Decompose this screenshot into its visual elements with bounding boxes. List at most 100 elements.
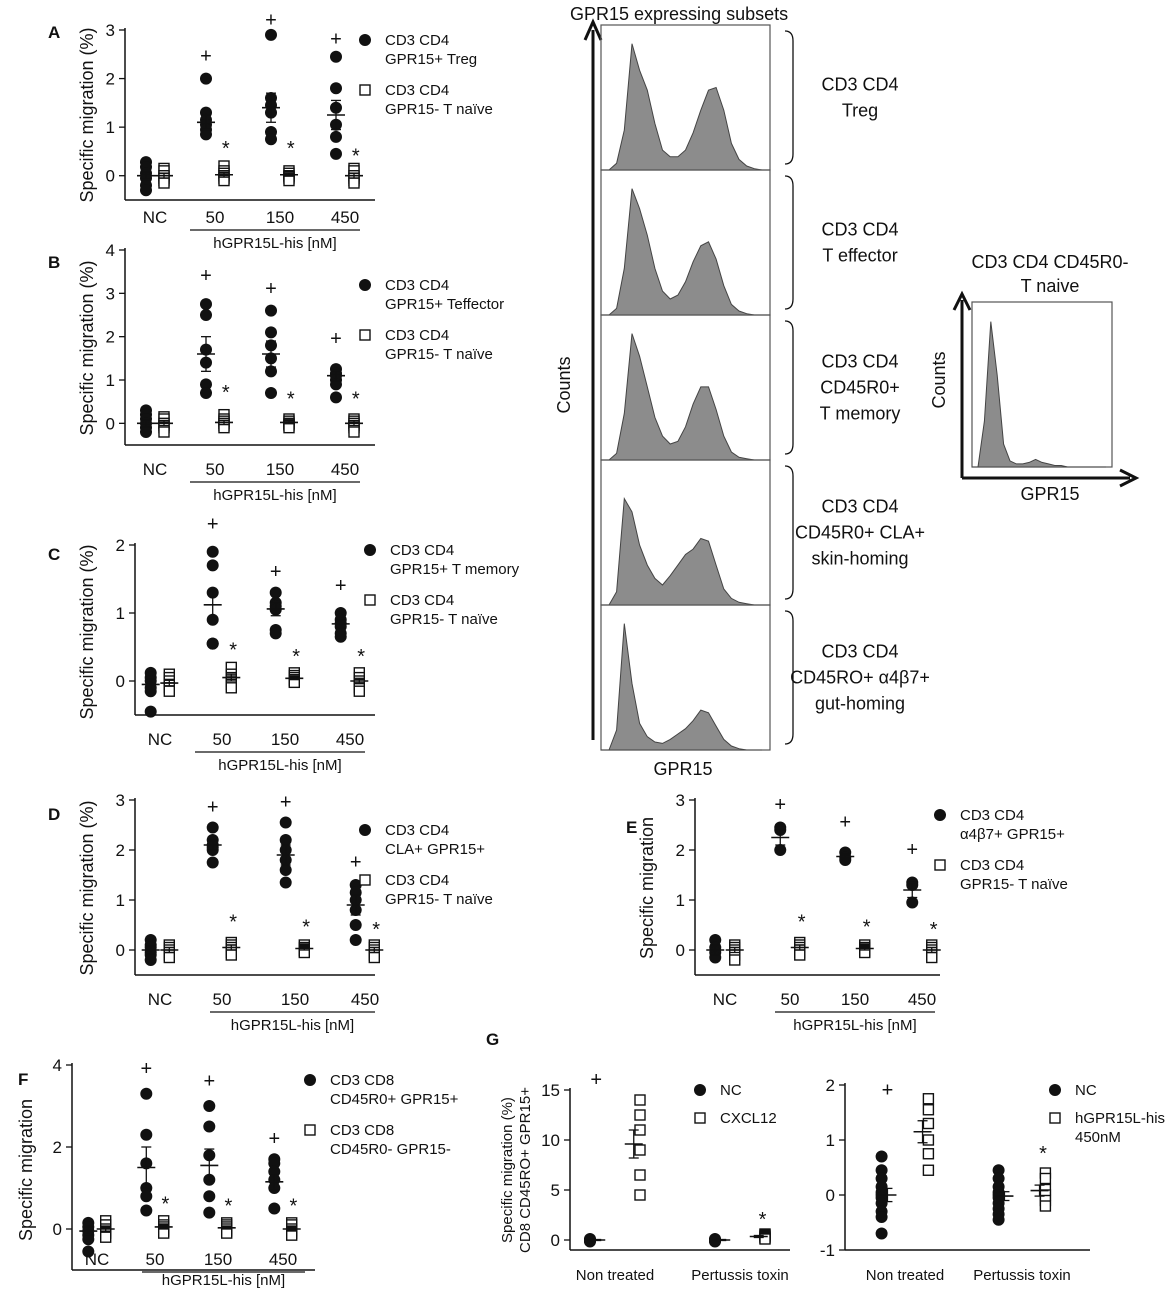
- data-point: [144, 954, 157, 966]
- x-tick-label: NC: [148, 990, 173, 1009]
- legend-label: GPR15- T naïve: [385, 346, 493, 363]
- x-tick-label: NC: [713, 990, 738, 1009]
- data-point: [265, 304, 277, 317]
- subset-label: CD45R0+ CLA+: [795, 523, 925, 543]
- data-point: [922, 1093, 935, 1105]
- data-point: [759, 1233, 771, 1245]
- data-point: [158, 426, 170, 438]
- legend-label: CD3 CD4: [385, 822, 449, 839]
- subset-label: CD45RO+ α4β7+: [790, 668, 930, 688]
- data-point: [992, 1164, 1005, 1177]
- x-tick-label: 50: [206, 460, 225, 479]
- x-tick-label: 450: [336, 730, 364, 749]
- data-point: [140, 1190, 153, 1203]
- y-tick-label: 1: [676, 891, 685, 910]
- legend-marker: [694, 1112, 706, 1124]
- histogram-title: CD3 CD4 CD45R0-: [971, 252, 1128, 272]
- legend-label: CD3 CD4: [385, 277, 449, 294]
- legend-label: CD3 CD4: [385, 32, 449, 49]
- y-tick-label: 0: [676, 941, 685, 960]
- legend-marker: [934, 809, 946, 821]
- histogram-area: [601, 333, 762, 461]
- legend-label: CD45R0- GPR15-: [330, 1141, 451, 1158]
- data-point: [279, 816, 292, 829]
- legend-label: CD3 CD8: [330, 1122, 394, 1139]
- significance-plus: +: [774, 794, 786, 816]
- significance-plus: +: [200, 46, 212, 68]
- data-point: [200, 387, 212, 399]
- y-tick-label: 2: [116, 841, 125, 860]
- y-axis-label: Specific migration (%): [77, 260, 97, 435]
- legend-label: GPR15- T naïve: [385, 891, 493, 908]
- significance-star: *: [930, 919, 938, 941]
- legend-marker: [304, 1124, 316, 1136]
- y-axis-label: CD8 CD45RO+ GPR15+: [517, 1087, 534, 1253]
- data-point: [875, 1150, 888, 1163]
- significance-star: *: [222, 138, 230, 160]
- significance-plus: +: [280, 792, 292, 814]
- legend-label: CLA+ GPR15+: [385, 841, 485, 858]
- y-axis-label: Specific migration (%): [77, 800, 97, 975]
- legend-marker: [359, 84, 371, 96]
- data-point: [225, 682, 238, 694]
- y-tick-label: 1: [106, 371, 115, 390]
- legend-label: CD3 CD4: [960, 807, 1024, 824]
- panel-label: A: [48, 23, 60, 42]
- legend-label: GPR15+ T memory: [390, 561, 520, 578]
- data-point: [265, 365, 277, 378]
- subset-bracket: [784, 30, 794, 165]
- x-tick-label: 50: [213, 990, 232, 1009]
- legend-label: 450nM: [1075, 1129, 1121, 1146]
- x-axis-label: hGPR15L-his [nM]: [793, 1017, 916, 1034]
- data-point: [926, 951, 938, 964]
- significance-plus: +: [330, 29, 342, 51]
- counts-axis-arrow: [952, 290, 972, 311]
- data-point: [922, 1104, 935, 1116]
- legend-label: GPR15- T naïve: [960, 876, 1068, 893]
- subset-label: CD3 CD4: [821, 497, 898, 517]
- counts-axis-arrow: [583, 18, 603, 41]
- data-point: [144, 685, 157, 698]
- y-tick-label: 0: [551, 1231, 560, 1250]
- legend-label: CD3 CD4: [385, 872, 449, 889]
- legend-label: NC: [1075, 1082, 1097, 1099]
- data-point: [99, 1231, 112, 1243]
- data-point: [992, 1172, 1005, 1185]
- y-tick-label: 3: [106, 21, 115, 40]
- significance-plus: +: [839, 812, 851, 834]
- data-point: [875, 1211, 888, 1223]
- significance-star: *: [290, 1195, 298, 1217]
- y-tick-label: 3: [676, 791, 685, 810]
- panel-label: E: [626, 818, 637, 837]
- y-tick-label: 0: [116, 941, 125, 960]
- significance-star: *: [759, 1209, 767, 1231]
- panel-label: D: [48, 805, 60, 824]
- subset-label: CD3 CD4: [821, 75, 898, 95]
- data-point: [206, 856, 219, 869]
- x-tick-label: Pertussis toxin: [973, 1267, 1071, 1284]
- data-point: [269, 627, 282, 640]
- y-tick-label: 15: [541, 1081, 560, 1100]
- x-tick-label: 450: [908, 990, 936, 1009]
- data-point: [922, 1148, 935, 1160]
- significance-plus: +: [330, 328, 342, 350]
- x-tick-label: 50: [206, 208, 225, 227]
- y-tick-label: 10: [541, 1131, 560, 1150]
- data-point: [140, 184, 152, 197]
- legend-label: CD3 CD8: [330, 1072, 394, 1089]
- legend-label: α4β7+ GPR15+: [960, 826, 1065, 843]
- x-tick-label: 150: [266, 460, 294, 479]
- y-tick-label: 0: [826, 1186, 835, 1205]
- significance-star: *: [292, 646, 300, 668]
- legend-marker: [359, 279, 371, 291]
- significance-star: *: [229, 639, 237, 661]
- subset-label: CD3 CD4: [821, 352, 898, 372]
- legend-marker: [1049, 1084, 1061, 1096]
- y-tick-label: 1: [106, 118, 115, 137]
- data-point: [268, 1202, 281, 1215]
- significance-star: *: [352, 145, 360, 167]
- data-point: [200, 378, 212, 391]
- x-tick-label: 150: [266, 208, 294, 227]
- subset-label: CD45R0+: [820, 378, 900, 398]
